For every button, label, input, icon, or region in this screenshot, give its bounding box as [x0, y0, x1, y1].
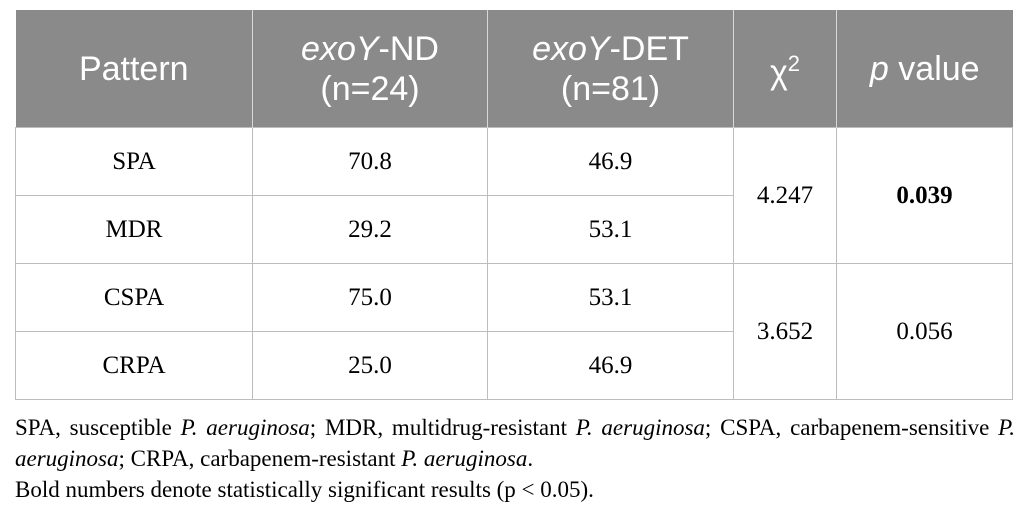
abbrev-species: P. aeruginosa	[401, 446, 528, 471]
cell-exoy-det: 46.9	[487, 127, 734, 196]
header-exoy-nd-gene: exoY	[301, 29, 379, 68]
abbrev-segment: .	[527, 446, 534, 471]
cell-exoy-det: 46.9	[487, 331, 734, 400]
header-exoy-det: exoY-DET (n=81)	[487, 10, 734, 128]
table-footnote: SPA, susceptible P. aeruginosa; MDR, mul…	[15, 412, 1015, 505]
abbrev-species: P. aeruginosa	[15, 415, 1015, 471]
abbrev-species: P. aeruginosa	[575, 415, 705, 440]
cell-pattern: SPA	[15, 127, 253, 196]
cell-exoy-det: 53.1	[487, 195, 734, 264]
cell-pattern: CRPA	[15, 331, 253, 400]
abbreviations-note: SPA, susceptible P. aeruginosa; MDR, mul…	[15, 412, 1015, 474]
header-exoy-det-count: (n=81)	[560, 69, 661, 108]
header-exoy-nd: exoY-ND (n=24)	[252, 10, 488, 128]
cell-chi-square: 3.652	[733, 263, 837, 400]
cell-exoy-nd: 70.8	[252, 127, 488, 196]
cell-exoy-nd: 75.0	[252, 263, 488, 332]
header-exoy-nd-suffix: -ND	[378, 29, 439, 68]
header-chi-superscript: 2	[787, 51, 801, 77]
abbrev-segment: SPA, susceptible	[15, 415, 181, 440]
header-chi-symbol: χ	[769, 53, 788, 92]
abbrev-segment: ; MDR, multidrug-resistant	[309, 415, 576, 440]
abbrev-segment: ; CRPA, carbapenem-resistant	[118, 446, 402, 471]
header-exoy-det-suffix: -DET	[609, 29, 689, 68]
table-row: SPA 70.8 46.9 4.247 0.039	[15, 127, 1013, 264]
abbrev-segment: ; CSPA, carbapenem-sensitive	[704, 415, 999, 440]
cell-p-value: 0.056	[836, 263, 1013, 400]
cell-chi-square: 4.247	[733, 127, 837, 264]
table-row: CSPA 75.0 53.1 3.652 0.056	[15, 263, 1013, 400]
abbrev-species: P. aeruginosa	[180, 415, 310, 440]
header-p-symbol: p	[869, 49, 889, 88]
header-chi-square: χ2	[733, 10, 837, 128]
header-row: Pattern exoY-ND (n=24) exoY-DET (n=81) χ…	[15, 10, 1013, 128]
header-exoy-nd-count: (n=24)	[320, 69, 420, 108]
cell-pattern: MDR	[15, 195, 253, 264]
header-p-suffix: value	[888, 49, 980, 88]
header-exoy-det-gene: exoY	[532, 29, 610, 68]
cell-pattern: CSPA	[15, 263, 253, 332]
table-row: CRPA 25.0 46.9	[15, 331, 1013, 400]
header-p-value: p value	[836, 10, 1013, 128]
results-table-container: Pattern exoY-ND (n=24) exoY-DET (n=81) χ…	[15, 10, 1013, 400]
cell-p-value-significant: 0.039	[836, 127, 1013, 264]
cell-exoy-nd: 29.2	[252, 195, 488, 264]
significance-note: Bold numbers denote statistically signif…	[15, 477, 594, 502]
header-pattern: Pattern	[15, 10, 253, 128]
table-row: MDR 29.2 53.1	[15, 195, 1013, 264]
cell-exoy-det: 53.1	[487, 263, 734, 332]
results-table: Pattern exoY-ND (n=24) exoY-DET (n=81) χ…	[15, 10, 1013, 400]
cell-exoy-nd: 25.0	[252, 331, 488, 400]
header-pattern-label: Pattern	[78, 49, 189, 88]
